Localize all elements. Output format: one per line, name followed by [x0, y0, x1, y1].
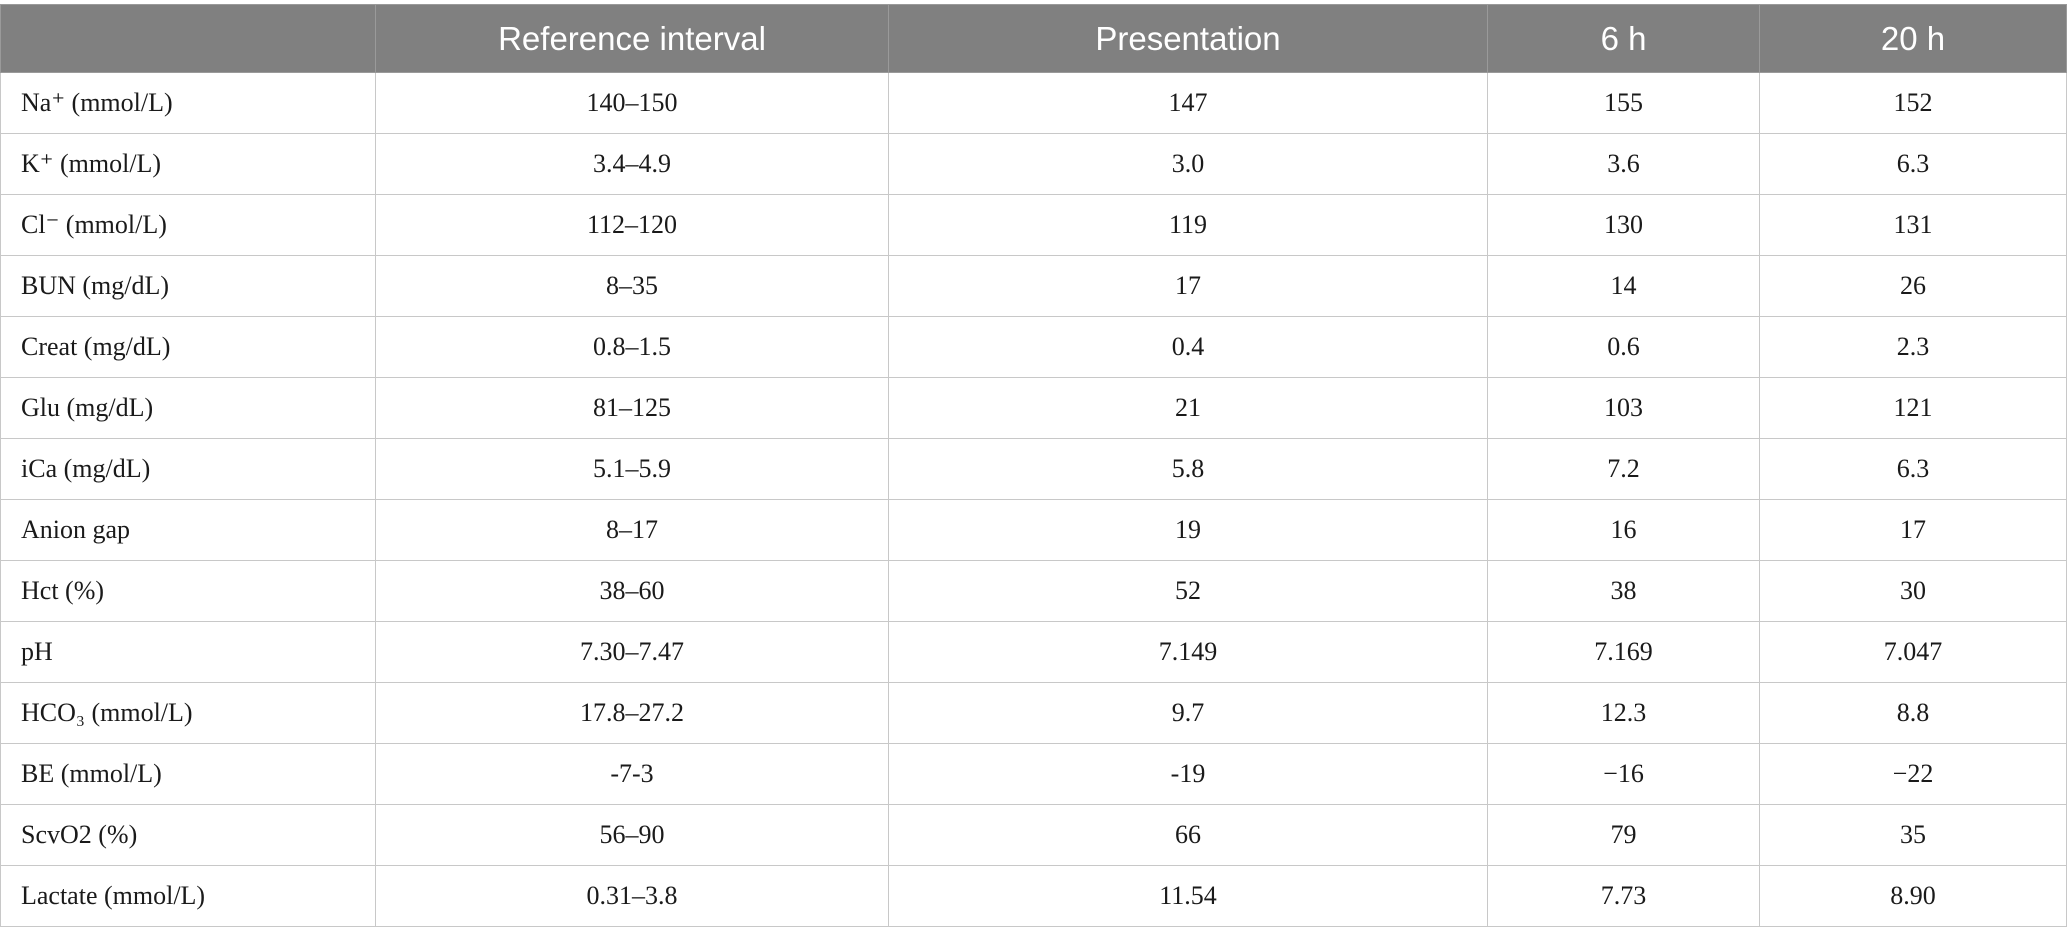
parameter-cell: K⁺ (mmol/L): [0, 133, 376, 195]
parameter-cell: Lactate (mmol/L): [0, 865, 376, 927]
6h-cell: 155: [1487, 72, 1760, 134]
20h-cell: 6.3: [1759, 438, 2067, 500]
parameter-cell: Anion gap: [0, 499, 376, 561]
presentation-cell: 17: [888, 255, 1488, 317]
6h-cell: 130: [1487, 194, 1760, 256]
table-row: HCO₃ (mmol/L) 17.8–27.2 9.7 12.3 8.8: [0, 682, 2067, 744]
reference-cell: -7-3: [375, 743, 889, 805]
20h-cell: 30: [1759, 560, 2067, 622]
6h-cell: 14: [1487, 255, 1760, 317]
header-6h: 6 h: [1487, 4, 1760, 73]
table-row: BE (mmol/L) -7-3 -19 −16 −22: [0, 743, 2067, 805]
reference-cell: 8–35: [375, 255, 889, 317]
6h-cell: 7.169: [1487, 621, 1760, 683]
parameter-cell: Cl⁻ (mmol/L): [0, 194, 376, 256]
20h-cell: 8.90: [1759, 865, 2067, 927]
header-row: Reference interval Presentation 6 h 20 h: [0, 4, 2067, 73]
table-row: pH 7.30–7.47 7.149 7.169 7.047: [0, 621, 2067, 683]
6h-cell: 12.3: [1487, 682, 1760, 744]
reference-cell: 56–90: [375, 804, 889, 866]
reference-cell: 0.8–1.5: [375, 316, 889, 378]
presentation-cell: 7.149: [888, 621, 1488, 683]
6h-cell: −16: [1487, 743, 1760, 805]
presentation-cell: 119: [888, 194, 1488, 256]
20h-cell: 131: [1759, 194, 2067, 256]
lab-values-table: Reference interval Presentation 6 h 20 h…: [0, 4, 2067, 927]
20h-cell: −22: [1759, 743, 2067, 805]
parameter-cell: Na⁺ (mmol/L): [0, 72, 376, 134]
presentation-cell: 21: [888, 377, 1488, 439]
6h-cell: 79: [1487, 804, 1760, 866]
presentation-cell: 52: [888, 560, 1488, 622]
table-row: Cl⁻ (mmol/L) 112–120 119 130 131: [0, 194, 2067, 256]
reference-cell: 17.8–27.2: [375, 682, 889, 744]
20h-cell: 17: [1759, 499, 2067, 561]
table-row: Glu (mg/dL) 81–125 21 103 121: [0, 377, 2067, 439]
table-row: Anion gap 8–17 19 16 17: [0, 499, 2067, 561]
reference-cell: 0.31–3.8: [375, 865, 889, 927]
reference-cell: 7.30–7.47: [375, 621, 889, 683]
6h-cell: 7.73: [1487, 865, 1760, 927]
20h-cell: 152: [1759, 72, 2067, 134]
presentation-cell: 3.0: [888, 133, 1488, 195]
parameter-cell: pH: [0, 621, 376, 683]
parameter-cell: ScvO2 (%): [0, 804, 376, 866]
20h-cell: 8.8: [1759, 682, 2067, 744]
presentation-cell: 147: [888, 72, 1488, 134]
6h-cell: 3.6: [1487, 133, 1760, 195]
presentation-cell: 0.4: [888, 316, 1488, 378]
table-row: ScvO2 (%) 56–90 66 79 35: [0, 804, 2067, 866]
reference-cell: 38–60: [375, 560, 889, 622]
header-reference-interval: Reference interval: [375, 4, 889, 73]
parameter-cell: BE (mmol/L): [0, 743, 376, 805]
6h-cell: 0.6: [1487, 316, 1760, 378]
20h-cell: 121: [1759, 377, 2067, 439]
table-row: Na⁺ (mmol/L) 140–150 147 155 152: [0, 72, 2067, 134]
parameter-cell: iCa (mg/dL): [0, 438, 376, 500]
presentation-cell: 11.54: [888, 865, 1488, 927]
presentation-cell: 19: [888, 499, 1488, 561]
table-row: Lactate (mmol/L) 0.31–3.8 11.54 7.73 8.9…: [0, 865, 2067, 927]
presentation-cell: -19: [888, 743, 1488, 805]
reference-cell: 5.1–5.9: [375, 438, 889, 500]
20h-cell: 6.3: [1759, 133, 2067, 195]
table-row: Creat (mg/dL) 0.8–1.5 0.4 0.6 2.3: [0, 316, 2067, 378]
parameter-cell: BUN (mg/dL): [0, 255, 376, 317]
parameter-cell: Glu (mg/dL): [0, 377, 376, 439]
6h-cell: 7.2: [1487, 438, 1760, 500]
20h-cell: 35: [1759, 804, 2067, 866]
header-presentation: Presentation: [888, 4, 1488, 73]
reference-cell: 3.4–4.9: [375, 133, 889, 195]
presentation-cell: 5.8: [888, 438, 1488, 500]
presentation-cell: 66: [888, 804, 1488, 866]
parameter-cell: Hct (%): [0, 560, 376, 622]
header-parameter: [0, 4, 376, 73]
table-header: Reference interval Presentation 6 h 20 h: [0, 4, 2067, 73]
6h-cell: 16: [1487, 499, 1760, 561]
table-row: Hct (%) 38–60 52 38 30: [0, 560, 2067, 622]
20h-cell: 2.3: [1759, 316, 2067, 378]
20h-cell: 7.047: [1759, 621, 2067, 683]
table-row: iCa (mg/dL) 5.1–5.9 5.8 7.2 6.3: [0, 438, 2067, 500]
parameter-cell: Creat (mg/dL): [0, 316, 376, 378]
reference-cell: 112–120: [375, 194, 889, 256]
header-20h: 20 h: [1759, 4, 2067, 73]
6h-cell: 38: [1487, 560, 1760, 622]
20h-cell: 26: [1759, 255, 2067, 317]
table-body: Na⁺ (mmol/L) 140–150 147 155 152 K⁺ (mmo…: [0, 72, 2067, 927]
presentation-cell: 9.7: [888, 682, 1488, 744]
parameter-cell: HCO₃ (mmol/L): [0, 682, 376, 744]
reference-cell: 140–150: [375, 72, 889, 134]
table-row: BUN (mg/dL) 8–35 17 14 26: [0, 255, 2067, 317]
6h-cell: 103: [1487, 377, 1760, 439]
reference-cell: 8–17: [375, 499, 889, 561]
reference-cell: 81–125: [375, 377, 889, 439]
table-row: K⁺ (mmol/L) 3.4–4.9 3.0 3.6 6.3: [0, 133, 2067, 195]
